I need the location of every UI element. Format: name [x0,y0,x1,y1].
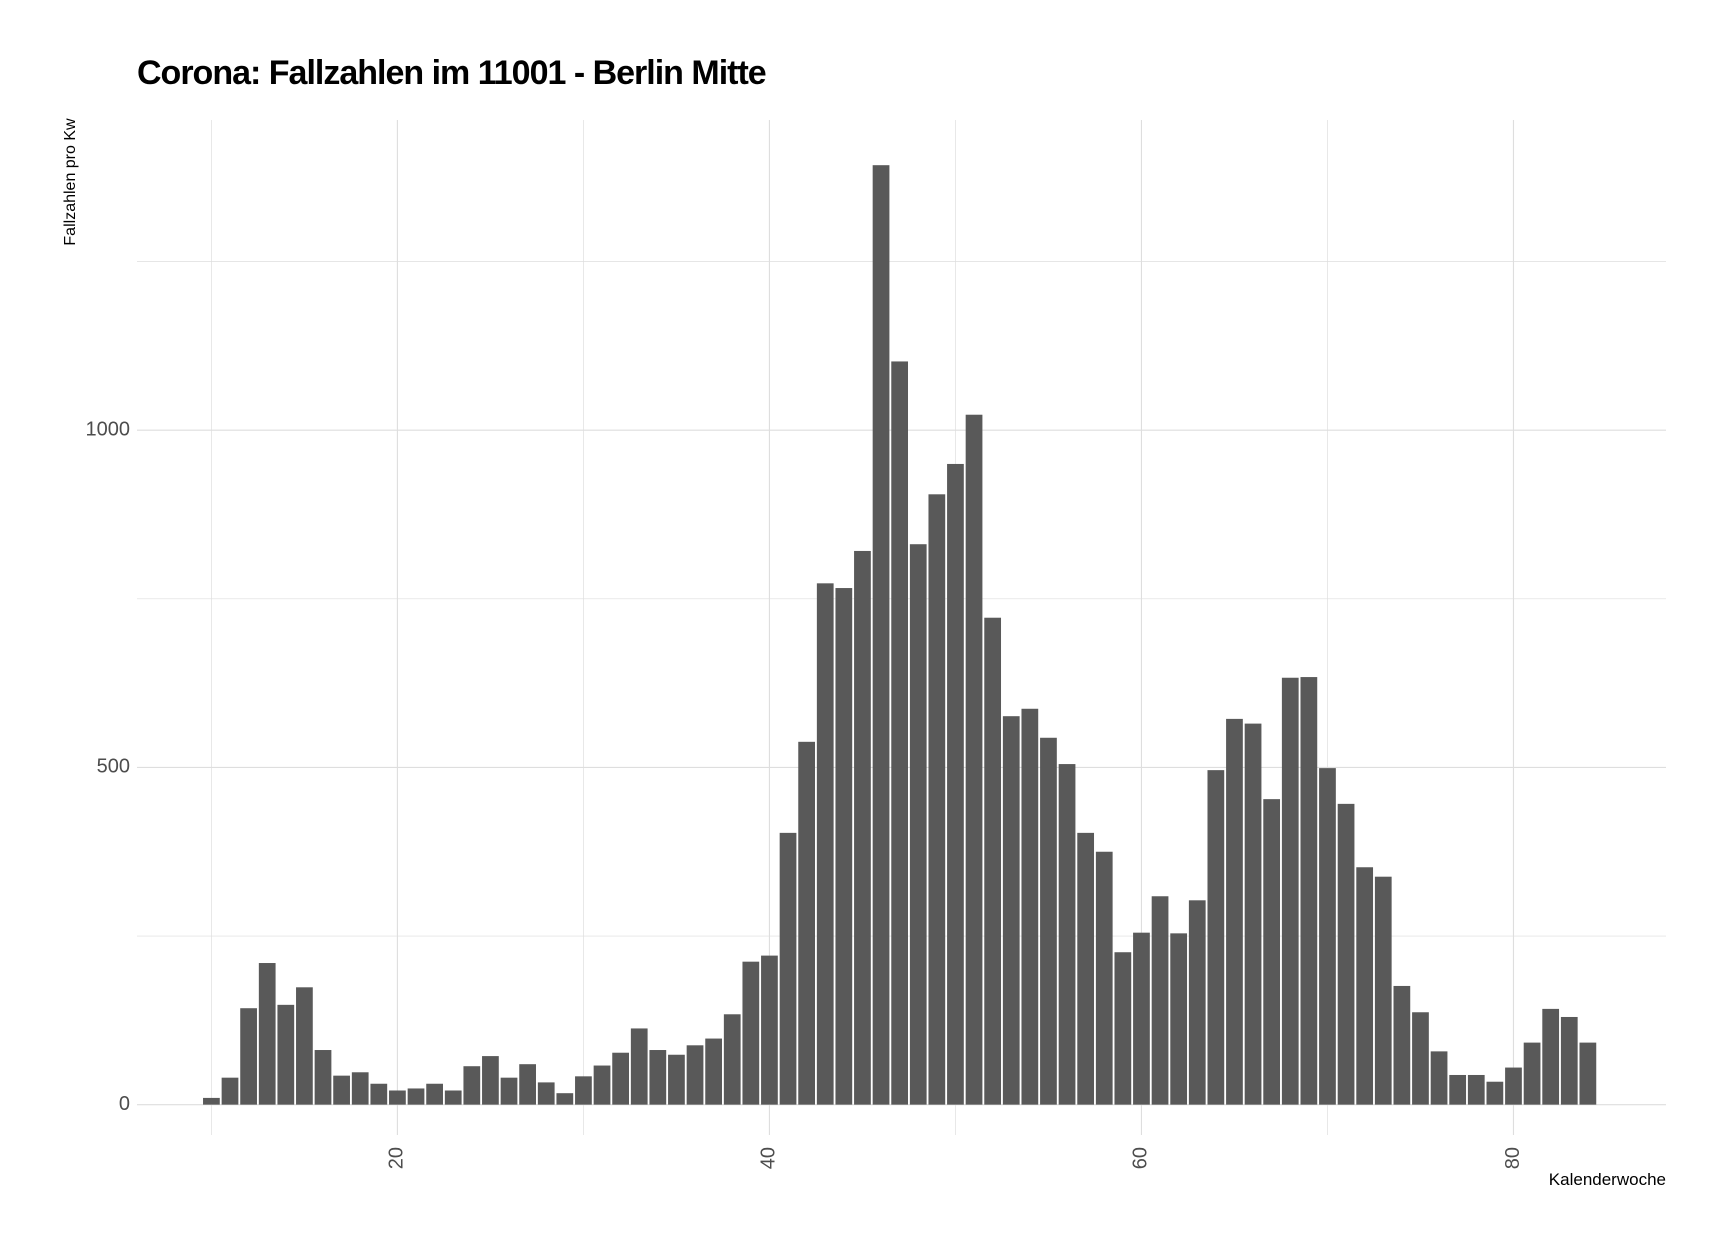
bar-kw-79 [1486,1081,1504,1105]
bar-kw-80 [1505,1067,1522,1105]
bar-kw-28 [537,1082,555,1105]
y-tick-label: 500 [97,756,130,778]
x-tick-labels: 20 40 60 80 [386,1147,1524,1169]
bar-kw-13 [258,963,276,1105]
bar-kw-16 [314,1050,332,1105]
bar-kw-20 [389,1090,406,1105]
bar-kw-26 [500,1077,518,1105]
bar-kw-23 [444,1090,462,1105]
x-tick-label: 40 [758,1147,780,1169]
bar-kw-56 [1058,764,1076,1105]
bar-kw-62 [1170,933,1188,1105]
bar-kw-66 [1244,723,1262,1105]
bar-kw-72 [1356,867,1374,1105]
bar-kw-12 [240,1008,257,1105]
bar-kw-14 [277,1004,295,1105]
bar-kw-59 [1114,952,1132,1105]
bar-kw-19 [370,1083,388,1105]
bar-kw-54 [1021,708,1039,1105]
bar-kw-41 [779,832,797,1105]
bar-kw-77 [1449,1074,1467,1105]
bar-kw-51 [965,414,983,1105]
bar-kw-58 [1095,851,1113,1105]
bar-kw-76 [1430,1051,1448,1105]
y-tick-label: 1000 [86,419,131,441]
bar-kw-64 [1207,770,1225,1105]
bar-kw-10 [203,1097,220,1105]
bar-kw-18 [351,1072,369,1105]
bar-kw-57 [1077,832,1095,1105]
bar-kw-47 [891,361,909,1105]
bar-kw-63 [1188,900,1206,1105]
bar-kw-30 [575,1076,592,1105]
bar-kw-84 [1579,1042,1597,1105]
bar-kw-71 [1337,803,1355,1105]
bar-kw-15 [296,987,313,1105]
bar-series [203,165,1597,1105]
bar-kw-11 [221,1077,239,1105]
bar-kw-83 [1560,1016,1578,1105]
bar-kw-70 [1319,768,1336,1105]
bar-kw-46 [872,165,890,1105]
bar-kw-25 [482,1056,499,1105]
bar-kw-37 [705,1038,723,1105]
bar-kw-44 [835,588,853,1105]
x-axis-label: Kalenderwoche [1548,1170,1666,1189]
bar-kw-82 [1542,1008,1560,1105]
bar-kw-61 [1151,896,1169,1105]
bar-kw-78 [1467,1074,1485,1105]
bar-kw-55 [1040,737,1057,1105]
bar-kw-21 [407,1088,425,1105]
bar-kw-69 [1300,677,1318,1105]
bar-kw-32 [612,1052,629,1105]
bar-kw-68 [1281,677,1299,1105]
bar-kw-81 [1523,1042,1541,1105]
bar-kw-38 [723,1014,741,1105]
bar-kw-24 [463,1066,481,1105]
bar-kw-67 [1263,799,1281,1105]
bar-kw-74 [1393,985,1411,1105]
bar-kw-34 [649,1050,667,1105]
y-tick-labels: 0 500 1000 [86,419,131,1115]
bar-kw-29 [556,1093,574,1105]
bar-kw-42 [798,741,816,1105]
bar-kw-27 [519,1064,536,1105]
bar-kw-36 [686,1045,704,1105]
bar-kw-22 [426,1083,443,1105]
bar-kw-53 [1002,716,1020,1105]
bar-kw-35 [668,1054,685,1105]
bar-kw-45 [854,550,871,1105]
bar-kw-48 [909,544,927,1105]
bar-kw-60 [1133,932,1150,1105]
bar-kw-17 [333,1075,350,1105]
chart-title: Corona: Fallzahlen im 11001 - Berlin Mit… [137,54,767,92]
bar-kw-50 [947,463,964,1105]
bar-kw-65 [1226,718,1243,1105]
bar-kw-52 [984,617,1002,1105]
bar-kw-49 [928,494,946,1105]
bar-kw-73 [1374,876,1392,1105]
bar-kw-33 [630,1028,648,1105]
bar-kw-43 [816,583,834,1105]
x-tick-label: 80 [1502,1147,1524,1169]
x-tick-label: 60 [1130,1147,1152,1169]
bar-kw-40 [761,955,778,1105]
x-tick-label: 20 [386,1147,408,1169]
bar-kw-31 [593,1065,611,1105]
bar-kw-75 [1412,1012,1429,1105]
y-tick-label: 0 [119,1093,130,1115]
bar-kw-39 [742,961,760,1105]
